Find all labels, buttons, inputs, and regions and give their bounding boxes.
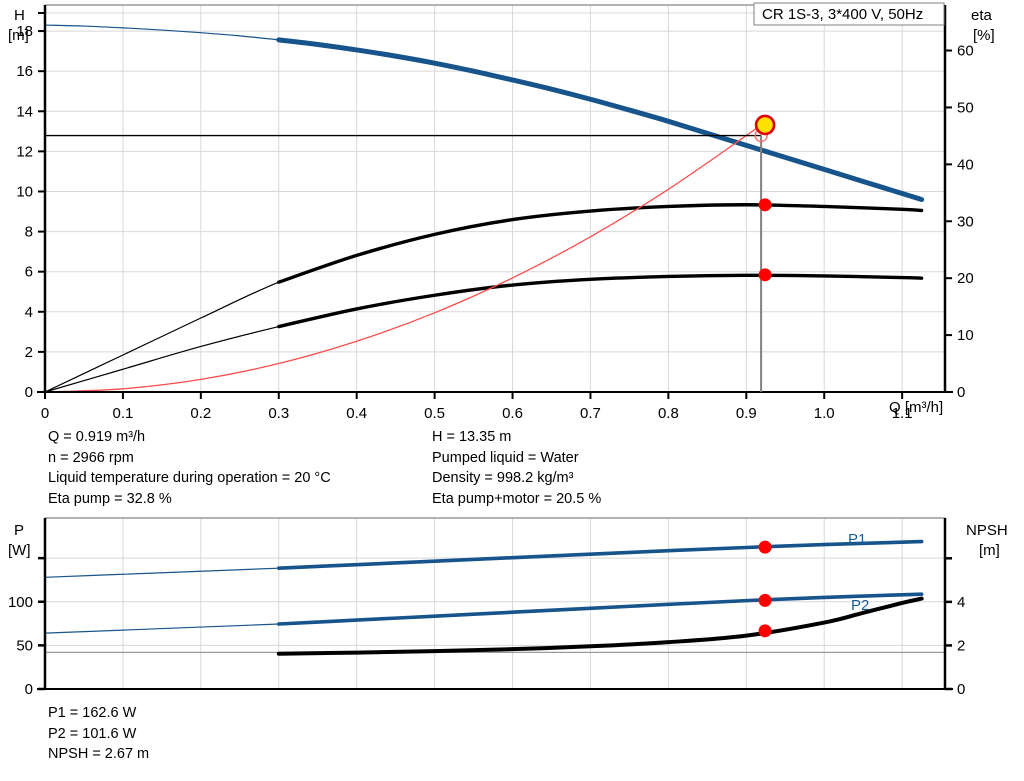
- info-etapumpmot: Eta pump+motor = 20.5 %: [432, 490, 602, 507]
- x-axis-tick-label: 1.0: [814, 405, 835, 422]
- x-axis-tick-label: 0.4: [346, 405, 367, 422]
- chart-title-box: CR 1S-3, 3*400 V, 50Hz: [753, 2, 945, 26]
- x-axis-tick-label: 0.2: [190, 405, 211, 422]
- h-axis-label-line1: H: [14, 7, 25, 24]
- duty-info-left: Q = 0.919 m³/h n = 2966 rpm Liquid tempe…: [48, 427, 331, 509]
- y2-axis-tick-label: 20: [957, 270, 974, 287]
- curve-thick-p1: [276, 539, 924, 570]
- y-axis-tick-label: 14: [16, 103, 33, 120]
- p2-curve-label: P2: [851, 597, 869, 614]
- info-n: n = 2966 rpm: [48, 449, 134, 466]
- y2-axis-tick-label: 0: [957, 384, 965, 401]
- x-axis-tick-label: 0.1: [112, 405, 133, 422]
- duty-point-p2-dot[interactable]: [758, 593, 772, 607]
- y-axis-tick-label: 6: [25, 264, 33, 281]
- info-q: Q = 0.919 m³/h: [48, 429, 146, 445]
- y-axis-tick-label: 0: [25, 384, 33, 401]
- info-p2: P2 = 101.6 W: [48, 725, 137, 742]
- y-axis-tick-label: 4: [25, 304, 33, 321]
- top-chart-duty-markers[interactable]: [45, 114, 776, 392]
- y2-axis-tick-label: 60: [957, 43, 974, 60]
- x-axis-tick-label: 0: [41, 405, 49, 422]
- x-axis-tick-label: 0.6: [502, 405, 523, 422]
- q-axis-label: Q [m³/h]: [889, 399, 943, 416]
- y-axis-tick-label: 2: [25, 344, 33, 361]
- bottom-chart-axes: [37, 517, 953, 691]
- y2-axis-tick-label: 4: [957, 594, 965, 611]
- y2-axis-tick-label: 10: [957, 327, 974, 344]
- x-axis-tick-label: 0.3: [268, 405, 289, 422]
- y-axis-tick-label: 18: [16, 23, 33, 40]
- y-axis-tick-label: 100: [8, 594, 33, 611]
- p1-curve-label: P1: [848, 531, 866, 548]
- x-axis-tick-label: 0.5: [424, 405, 445, 422]
- duty-point-p1-dot[interactable]: [758, 540, 772, 554]
- curve-thick-eta-pump: [277, 203, 924, 284]
- y-axis-tick-label: 16: [16, 63, 33, 80]
- info-liquid: Pumped liquid = Water: [432, 449, 579, 466]
- eta-axis-label-line2: [%]: [973, 27, 995, 44]
- chart-title-box-frame: [753, 2, 945, 26]
- power-npsh-chart: 0 50 100 0 2 4 P [W] NPSH [m] P1 P2: [8, 517, 1008, 698]
- curve-thick-p2: [276, 592, 924, 626]
- top-chart-gridlines: [45, 5, 945, 392]
- y-axis-tick-label: 10: [16, 183, 33, 200]
- x-axis-tick-label: 0.7: [580, 405, 601, 422]
- y-axis-tick-label: 12: [16, 143, 33, 160]
- npsh-axis-label-line2: [m]: [979, 542, 1000, 559]
- eta-axis-label-line1: eta: [971, 7, 993, 24]
- x-axis-tick-label: 0.9: [736, 405, 757, 422]
- curve-thick-npsh: [276, 596, 924, 656]
- info-etapump: Eta pump = 32.8 %: [48, 490, 172, 507]
- bottom-chart-curves: [44, 539, 924, 656]
- duty-info-right: H = 13.35 m Pumped liquid = Water Densit…: [432, 427, 601, 509]
- top-chart-axes: [37, 4, 953, 399]
- duty-point-marker[interactable]: [754, 114, 776, 136]
- y-axis-tick-label: 8: [25, 224, 33, 241]
- curve-thick-h-head-curve: [276, 37, 925, 202]
- npsh-axis-label-line1: NPSH: [966, 522, 1008, 539]
- top-chart-curves: [44, 24, 925, 393]
- info-h: H = 13.35 m: [432, 429, 512, 445]
- top-chart-tick-labels: 0 2 4 6 8 10 12 14 16 18 0 10 20 30 40 50 60 0 0.1 0.2 0.3 0.…: [16, 23, 973, 422]
- curve-thin-h-head-curve: [44, 24, 922, 201]
- chart-title-text: CR 1S-3, 3*400 V, 50Hz: [762, 6, 923, 23]
- head-efficiency-chart: 0 2 4 6 8 10 12 14 16 18 0 10 20 30 40 50 60 0 0.1 0.2 0.3 0.…: [8, 2, 995, 422]
- y2-axis-tick-label: 40: [957, 156, 974, 173]
- curve-thin-eta-pump: [44, 204, 922, 393]
- x-axis-tick-label: 1.1: [892, 405, 913, 422]
- duty-point-eta-pumpmotor-dot[interactable]: [758, 268, 772, 282]
- curve-thick-eta-pump-motor: [277, 273, 924, 329]
- y-axis-tick-label: 0: [25, 681, 33, 698]
- curve-thin-eta-pump-motor: [44, 274, 922, 393]
- p-axis-label-line1: P: [14, 522, 24, 539]
- info-npsh: NPSH = 2.67 m: [48, 746, 150, 762]
- info-p1: P1 = 162.6 W: [48, 705, 137, 721]
- y2-axis-tick-label: 2: [957, 637, 965, 654]
- y2-axis-tick-label: 0: [957, 681, 965, 698]
- info-density: Density = 998.2 kg/m³: [432, 470, 574, 486]
- duty-point-eta-pump-dot[interactable]: [758, 198, 772, 212]
- power-info: P1 = 162.6 W P2 = 101.6 W NPSH = 2.67 m: [48, 703, 149, 765]
- info-liqtemp: Liquid temperature during operation = 20…: [48, 470, 331, 486]
- bottom-chart-tick-labels: 0 50 100 0 2 4: [8, 594, 965, 698]
- y2-axis-tick-label: 50: [957, 99, 974, 116]
- curve-system-curve: [44, 123, 762, 393]
- bottom-chart-duty-markers[interactable]: [758, 540, 772, 638]
- y-axis-tick-label: 50: [16, 637, 33, 654]
- p-axis-label-line2: [W]: [8, 542, 31, 559]
- x-axis-tick-label: 0.8: [658, 405, 679, 422]
- h-axis-label-line2: [m]: [8, 27, 29, 44]
- duty-point-npsh-dot[interactable]: [758, 624, 772, 638]
- y2-axis-tick-label: 30: [957, 213, 974, 230]
